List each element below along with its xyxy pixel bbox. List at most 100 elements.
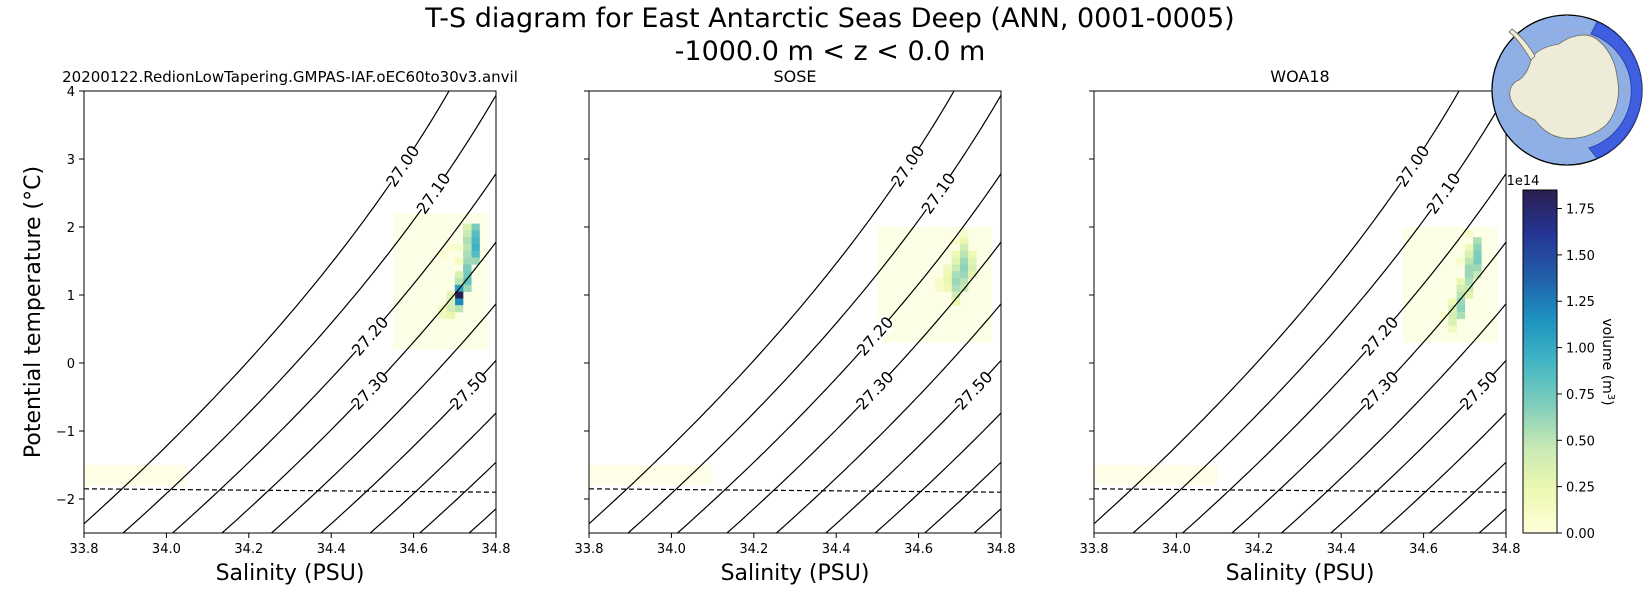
- histogram-cell: [968, 271, 977, 279]
- histogram-cell: [959, 257, 969, 265]
- isopycnal-contour: [319, 359, 496, 533]
- contour-label: 27.50: [951, 367, 996, 413]
- histogram-cell: [1464, 271, 1474, 279]
- isopycnal-contour: [1132, 94, 1506, 533]
- histogram-cell: [951, 264, 961, 272]
- x-axis-label: Salinity (PSU): [721, 561, 870, 586]
- histogram-cell: [454, 244, 464, 252]
- y-tick-label: 2: [67, 221, 75, 236]
- contour-label-bg: [1359, 314, 1400, 357]
- panel-model: 20200122.RedionLowTapering.GMPAS-IAF.oEC…: [56, 68, 661, 586]
- isopycnal-contour: [221, 241, 496, 533]
- contour-label-bg: [448, 369, 489, 411]
- histogram-cell: [1456, 284, 1466, 292]
- isopycnal-contour: [923, 461, 1001, 533]
- contour-label: 27.30: [852, 367, 897, 413]
- histogram-cell: [1473, 271, 1482, 279]
- isopycnal-contour: [171, 172, 496, 533]
- y-tick-label: −2: [56, 493, 75, 508]
- colorbar-tick-label: 1.50: [1566, 249, 1595, 264]
- x-tick-label: 33.8: [575, 542, 604, 557]
- histogram-cell: [951, 271, 961, 279]
- histogram-cell: [943, 278, 952, 286]
- plot-frame: [83, 90, 497, 534]
- histogram-cell: [1473, 257, 1482, 265]
- isopycnal-contour: [418, 461, 496, 533]
- contour-label: 27.10: [413, 169, 455, 217]
- histogram-haze: [589, 465, 713, 486]
- contour-label-bg: [349, 369, 390, 411]
- y-axis-label: Potential temperature (°C): [21, 166, 46, 458]
- histogram-cell: [1473, 264, 1482, 272]
- contour-label-bg: [383, 144, 422, 188]
- x-tick-label: 34.2: [1244, 542, 1273, 557]
- y-tick-label: 3: [67, 153, 75, 168]
- histogram-cell: [454, 298, 464, 306]
- histogram-cell: [1456, 305, 1466, 313]
- x-tick-label: 34.6: [399, 542, 428, 557]
- colorbar: 1e14 0.00 0.25 0.50 0.75 1.00 1.25 1.50 1.75 vo…: [1507, 174, 1616, 542]
- colorbar-tick-label: 1.00: [1566, 342, 1595, 357]
- isopycnal-contour: [1428, 461, 1506, 533]
- histogram-cell: [471, 237, 480, 245]
- histogram-cell: [454, 271, 464, 279]
- colorbar-tick-label: 1.25: [1566, 295, 1595, 310]
- freezing-line: [1094, 488, 1506, 493]
- region-inset-map: [1491, 14, 1643, 166]
- histogram-cell: [1464, 230, 1474, 238]
- x-tick-label: 34.0: [657, 542, 686, 557]
- contour-label-bg: [919, 171, 958, 215]
- colorbar-label: volume (m3): [1599, 318, 1616, 405]
- colorbar-tick-label: 0.75: [1566, 388, 1595, 403]
- contour-label: 27.50: [1456, 367, 1501, 413]
- x-tick-label: 33.8: [1080, 542, 1109, 557]
- histogram-cell: [951, 284, 961, 292]
- histogram-cell: [1464, 250, 1474, 258]
- histogram-cell: [1456, 257, 1466, 265]
- contour-label: 27.60: [1188, 135, 1229, 184]
- histogram-cell: [454, 291, 464, 299]
- contour-label-bg: [1034, 438, 1075, 479]
- histogram-cell: [438, 312, 447, 320]
- histogram-cell: [1440, 312, 1449, 320]
- contour-label: 27.40: [1090, 135, 1131, 184]
- histogram-cell: [463, 250, 472, 258]
- contour-label-bg: [1630, 397, 1650, 438]
- contour-label-bg: [1359, 369, 1400, 411]
- histogram-cell: [1448, 318, 1457, 326]
- histogram-cell: [463, 278, 472, 286]
- histogram-cell: [935, 284, 944, 292]
- contour-label: 27.80: [1032, 436, 1078, 482]
- y-tick-label: 1: [67, 289, 75, 304]
- contour-label: 27.00: [887, 142, 928, 191]
- contour-label: 27.30: [347, 367, 392, 413]
- contour-label-bg: [620, 397, 661, 438]
- histogram-cell: [951, 250, 961, 258]
- contour-label: 27.50: [446, 367, 491, 413]
- contour-label-bg: [529, 438, 570, 479]
- panel-title: 20200122.RedionLowTapering.GMPAS-IAF.oEC…: [62, 68, 518, 86]
- contour-label-bg: [1091, 137, 1128, 180]
- histogram-cell: [463, 237, 472, 245]
- isopycnal-contour: [775, 302, 1001, 533]
- freezing-line: [589, 488, 1001, 493]
- isopycnal-contour: [874, 412, 1001, 533]
- x-tick-label: 34.8: [1492, 542, 1521, 557]
- histogram-cell: [959, 237, 969, 245]
- contour-label-bg: [1424, 171, 1463, 215]
- histogram-cell: [1473, 237, 1482, 245]
- contour-label: 27.20: [348, 313, 393, 360]
- histogram-cell: [471, 250, 480, 258]
- histogram-cell: [951, 257, 961, 265]
- contour-label-bg: [1052, 369, 1093, 410]
- contour-label: 27.90: [1123, 395, 1169, 441]
- isopycnal-contour: [1181, 172, 1506, 533]
- isopycnal-contour: [676, 172, 1001, 533]
- histogram-cell: [959, 264, 969, 272]
- colorbar-gradient: [1522, 189, 1558, 534]
- histogram-cell: [951, 291, 961, 299]
- histogram-cell: [951, 237, 961, 245]
- x-tick-label: 34.8: [987, 542, 1016, 557]
- histogram-cell: [446, 298, 456, 306]
